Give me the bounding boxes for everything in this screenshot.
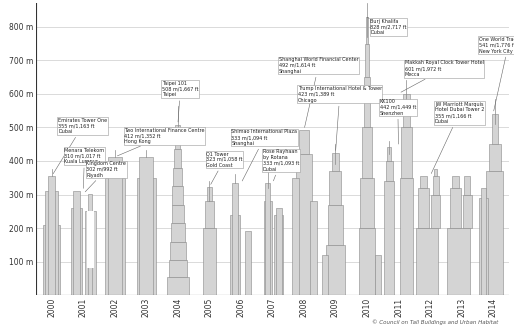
Text: Rose Rayhaan
by Rotana
333 m/1,093 ft
Dubai: Rose Rayhaan by Rotana 333 m/1,093 ft Du…	[263, 149, 299, 181]
Text: One World Trade Center
541 m/1,776 ft
New York City: One World Trade Center 541 m/1,776 ft Ne…	[479, 37, 514, 111]
Bar	[230, 215, 240, 295]
Bar	[174, 149, 181, 168]
Bar	[207, 187, 212, 201]
Text: Makkah Royal Clock Tower Hotel
601 m/1,972 ft
Mecca: Makkah Royal Clock Tower Hotel 601 m/1,9…	[401, 60, 484, 92]
Bar	[108, 157, 122, 295]
Bar	[232, 183, 238, 295]
Bar	[400, 178, 413, 295]
Bar	[359, 228, 375, 295]
Bar	[434, 169, 437, 176]
Bar	[431, 195, 440, 228]
Bar	[175, 125, 180, 149]
Bar	[329, 171, 341, 205]
Bar	[84, 211, 96, 295]
Bar	[375, 255, 381, 295]
Bar	[387, 147, 391, 161]
Bar	[205, 201, 214, 228]
Text: Shimao International Plaza
333 m/1,094 ft
Shanghai: Shimao International Plaza 333 m/1,094 f…	[231, 129, 298, 181]
Bar	[171, 223, 185, 241]
Bar	[137, 178, 156, 295]
Bar	[322, 255, 327, 295]
Bar	[276, 208, 282, 295]
Bar	[362, 128, 372, 178]
Bar	[401, 128, 412, 178]
Text: Menara Telekom
310 m/1,017 ft
Kuala Lumpur: Menara Telekom 310 m/1,017 ft Kuala Lump…	[64, 148, 104, 188]
Bar	[139, 157, 153, 295]
Bar	[45, 191, 58, 295]
Text: Kingdom Centre
302 m/992 ft
Riyadh: Kingdom Centre 302 m/992 ft Riyadh	[85, 161, 126, 192]
Bar	[463, 195, 472, 228]
Bar	[326, 245, 345, 295]
Bar	[264, 201, 271, 295]
Bar	[403, 93, 410, 128]
Bar	[481, 188, 486, 295]
Bar	[43, 225, 61, 295]
Text: Shanghai World Financial Center
492 m/1,614 ft
Shanghai: Shanghai World Financial Center 492 m/1,…	[279, 57, 358, 127]
Bar	[418, 188, 429, 228]
Bar	[169, 260, 187, 277]
Bar	[105, 178, 124, 295]
Bar	[465, 176, 470, 195]
Bar	[491, 114, 498, 144]
Bar	[310, 201, 317, 295]
Bar	[170, 241, 186, 260]
Bar	[360, 178, 374, 228]
Bar	[48, 176, 55, 295]
Bar	[450, 188, 461, 228]
Bar	[447, 228, 470, 295]
Bar	[479, 198, 488, 295]
Bar	[296, 154, 312, 295]
Text: Trump International Hotel & Tower
423 m/1,389 ft
Chicago: Trump International Hotel & Tower 423 m/…	[298, 86, 382, 151]
Bar	[384, 181, 394, 295]
Bar	[87, 211, 94, 268]
Bar	[365, 44, 369, 77]
Bar	[203, 228, 216, 295]
Bar	[363, 77, 371, 128]
Bar	[420, 176, 427, 188]
Bar	[172, 205, 184, 223]
Text: Two International Finance Centre
412 m/1,352 ft
Hong Kong: Two International Finance Centre 412 m/1…	[117, 128, 205, 156]
Text: Burj Khalifa
828 m/2,717 ft
Dubai: Burj Khalifa 828 m/2,717 ft Dubai	[367, 17, 407, 35]
Bar	[415, 228, 438, 295]
Bar	[433, 176, 438, 195]
Bar	[245, 232, 251, 295]
Bar	[173, 186, 183, 205]
Text: Emirates Tower One
355 m/1,163 ft
Dubai: Emirates Tower One 355 m/1,163 ft Dubai	[53, 117, 107, 174]
Bar	[72, 191, 80, 295]
Bar	[386, 161, 393, 181]
Bar	[332, 153, 339, 171]
Text: Q1 Tower
323 m/1,058 ft
Gold Coast: Q1 Tower 323 m/1,058 ft Gold Coast	[206, 151, 243, 184]
Bar	[274, 215, 283, 295]
Bar	[486, 171, 503, 295]
Text: Taipei 101
508 m/1,667 ft
Taipei: Taipei 101 508 m/1,667 ft Taipei	[162, 81, 198, 122]
Text: © Council on Tall Buildings and Urban Habitat: © Council on Tall Buildings and Urban Ha…	[372, 319, 499, 325]
Bar	[266, 183, 270, 295]
Bar	[299, 130, 309, 154]
Text: JW Marriott Marquis
Hotel Dubai Tower 2
355 m/1,166 ft
Dubai: JW Marriott Marquis Hotel Dubai Tower 2 …	[431, 102, 484, 174]
Bar	[489, 144, 501, 171]
Bar	[88, 194, 93, 295]
Bar	[327, 205, 343, 245]
Bar	[291, 178, 299, 295]
Bar	[70, 208, 82, 295]
Bar	[452, 176, 458, 188]
Bar	[167, 277, 189, 295]
Bar	[173, 168, 182, 186]
Bar	[366, 17, 368, 44]
Text: KK100
442 m/1,449 ft
Shenzhen: KK100 442 m/1,449 ft Shenzhen	[380, 99, 416, 144]
